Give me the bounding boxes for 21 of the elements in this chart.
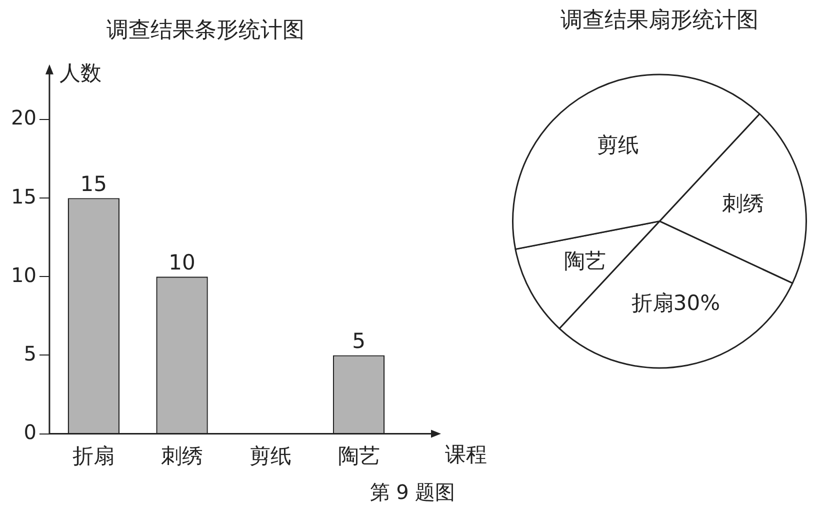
y-tick-label: 15: [10, 184, 36, 208]
x-axis-title: 课程: [445, 442, 487, 466]
text: 第 9 题图: [368, 479, 456, 506]
x-tick-label: 折扇: [72, 444, 115, 468]
x-tick-label: 陶艺: [338, 444, 380, 468]
x-tick-label: 刺绣: [161, 444, 204, 468]
y-tick-label: 0: [24, 420, 36, 444]
slice-label: 折扇30%: [631, 291, 720, 316]
chart-title: 调查结果扇形统计图: [560, 8, 758, 33]
y-axis-title: 人数: [59, 60, 102, 85]
data-label: 5: [352, 329, 366, 354]
y-tick-label: 5: [24, 341, 36, 366]
slice-label: 剪纸: [597, 133, 640, 158]
y-tick-label: 20: [10, 106, 36, 130]
data-label: 10: [168, 250, 196, 275]
slice-label: 陶艺: [564, 248, 606, 273]
slice-label: 刺绣: [722, 191, 764, 216]
chart-title: 调查结果条形统计图: [106, 18, 304, 43]
x-tick-label: 剪纸: [249, 444, 292, 468]
y-tick-label: 10: [10, 262, 36, 287]
data-label: 15: [80, 172, 108, 196]
